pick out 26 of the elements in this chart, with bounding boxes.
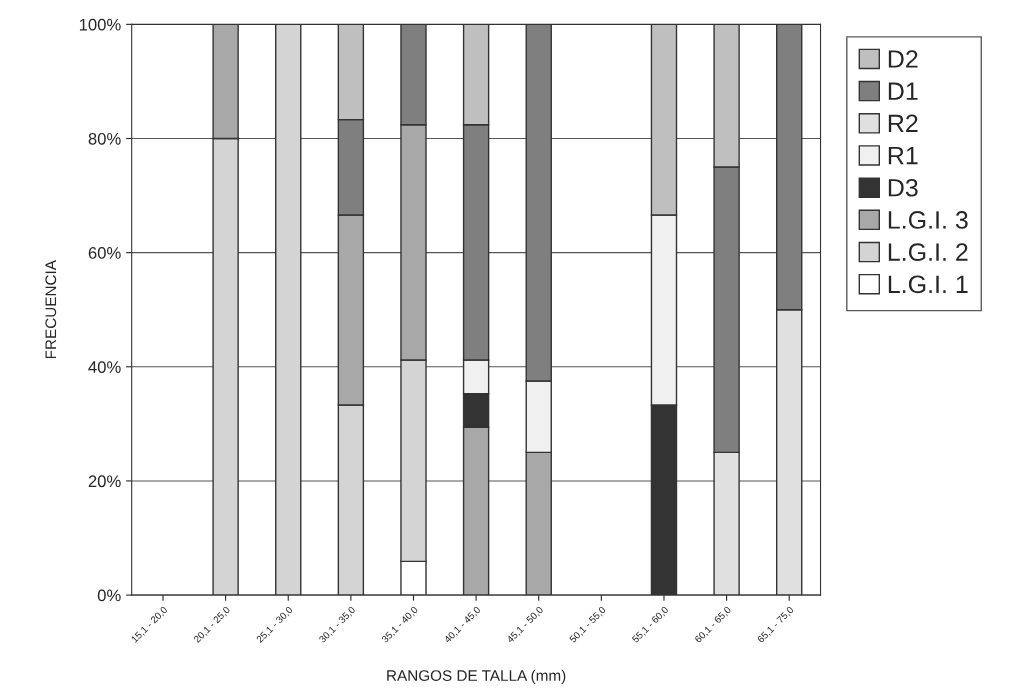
legend-label: L.G.I. 2: [888, 243, 968, 261]
legend-label: D1: [888, 82, 918, 100]
x-tick-label: 45,1 - 50,0: [506, 605, 545, 645]
x-tick-label: 55,1 - 60,0: [631, 605, 670, 644]
legend-label: R1: [888, 146, 918, 165]
x-tick-label: 30,1 - 35,0: [318, 605, 357, 644]
y-tick-label: 60%: [88, 247, 121, 259]
legend-label: R2: [888, 114, 918, 132]
x-tick-label: 60,1 - 65,0: [694, 605, 733, 644]
y-tick-label: 40%: [88, 361, 121, 373]
legend-label: D3: [888, 178, 918, 197]
y-tick-label: 20%: [88, 475, 121, 488]
legend-label: L.G.I. 1: [888, 275, 968, 294]
y-axis-title: FRECUENCIA: [45, 260, 57, 359]
x-tick-label: 15,1 - 20,0: [130, 605, 169, 644]
y-tick-label: 100%: [79, 18, 121, 31]
x-tick-label: 65,1 - 75,0: [756, 605, 795, 644]
x-tick-label: 25,1 - 30,0: [255, 605, 294, 644]
x-tick-label: 50,1 - 55,0: [568, 605, 607, 644]
x-axis-title: RANGOS DE TALLA (mm): [387, 669, 566, 685]
y-tick-label: 0%: [97, 589, 121, 602]
legend-label: D2: [888, 50, 918, 68]
y-tick-label: 80%: [88, 132, 121, 145]
x-tick-label: 35,1 - 40,0: [381, 605, 420, 644]
legend-label: L.G.I. 3: [888, 211, 968, 229]
x-tick-label: 40,1 - 45,0: [443, 605, 482, 645]
